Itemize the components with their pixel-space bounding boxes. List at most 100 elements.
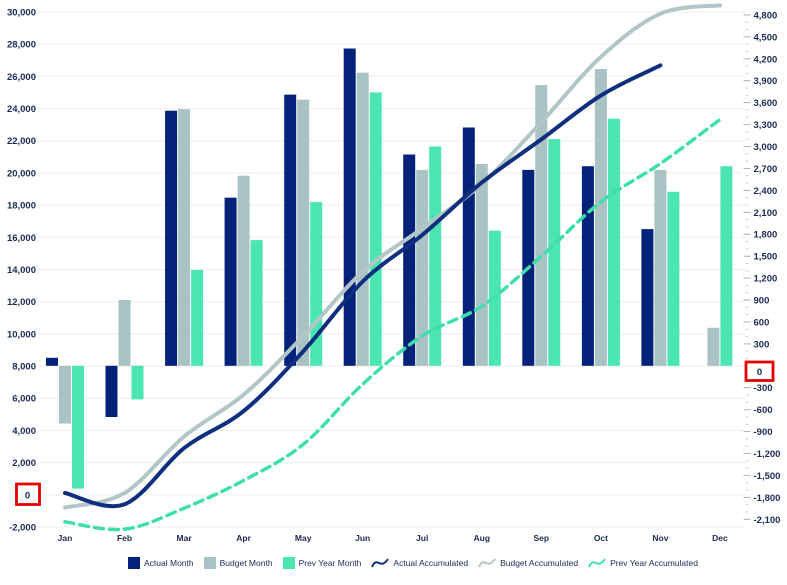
right-axis-tick-label: 4,200 bbox=[754, 54, 778, 65]
bar-budget-month-oct[interactable] bbox=[594, 69, 607, 366]
left-axis-tick-label: 12,000 bbox=[7, 297, 36, 308]
bar-prev-year-month-sep[interactable] bbox=[548, 139, 561, 366]
bar-prev-year-month-jun[interactable] bbox=[369, 92, 382, 366]
left-axis-tick-label: 26,000 bbox=[7, 72, 36, 83]
right-axis-zero-label: 0 bbox=[757, 367, 762, 378]
bar-prev-year-month-jan[interactable] bbox=[72, 365, 84, 489]
left-axis-tick-label: 20,000 bbox=[7, 168, 36, 179]
right-axis-tick-label: -1,500 bbox=[754, 471, 781, 482]
left-axis-zero-box bbox=[15, 482, 41, 506]
curve-line-icon bbox=[588, 558, 606, 568]
bar-actual-month-oct[interactable] bbox=[581, 166, 594, 366]
x-axis-month-label: Mar bbox=[177, 533, 193, 543]
bar-budget-month-apr[interactable] bbox=[237, 175, 250, 366]
right-axis-tick-label: 300 bbox=[754, 339, 770, 350]
left-axis-tick-label: -2,000 bbox=[9, 523, 36, 534]
left-axis-tick-label: 14,000 bbox=[7, 265, 36, 276]
x-axis-month-label: Jun bbox=[355, 533, 370, 543]
budget-month-swatch-icon bbox=[203, 557, 216, 569]
left-axis-tick-label: 24,000 bbox=[7, 104, 36, 115]
bar-actual-month-mar[interactable] bbox=[165, 110, 178, 366]
x-axis-month-label: Apr bbox=[236, 533, 251, 543]
right-axis-tick-label: 1,500 bbox=[754, 252, 778, 263]
bar-budget-month-sep[interactable] bbox=[535, 85, 548, 366]
bar-actual-month-jun[interactable] bbox=[343, 48, 356, 366]
right-axis-tick-label: 3,900 bbox=[754, 76, 778, 87]
chart-legend: Actual Month Budget Month Prev Year Mont… bbox=[128, 556, 698, 570]
x-axis-month-label: Feb bbox=[117, 533, 132, 543]
left-axis-tick-label: 22,000 bbox=[7, 136, 36, 147]
line-prev-year-accumulated[interactable] bbox=[63, 117, 722, 532]
line-budget-accumulated[interactable] bbox=[63, 3, 722, 510]
right-axis-tick-label: -2,100 bbox=[754, 515, 781, 526]
bar-prev-year-month-mar[interactable] bbox=[191, 270, 204, 366]
left-axis-tick-label: 6,000 bbox=[12, 394, 36, 405]
bar-budget-month-mar[interactable] bbox=[178, 109, 191, 366]
left-axis-tick-label: 30,000 bbox=[7, 8, 36, 19]
left-axis-tick-label: 10,000 bbox=[7, 329, 36, 340]
legend-label: Budget Accumulated bbox=[500, 558, 579, 568]
left-axis-tick-label: 8,000 bbox=[12, 362, 36, 373]
right-axis-tick-label: 1,800 bbox=[754, 230, 778, 241]
bar-budget-month-may[interactable] bbox=[297, 99, 310, 366]
right-axis-tick-label: 600 bbox=[754, 317, 770, 328]
bar-prev-year-month-oct[interactable] bbox=[607, 118, 620, 366]
bar-budget-month-jan[interactable] bbox=[59, 365, 71, 424]
right-axis-tick-label: 3,300 bbox=[754, 120, 778, 131]
right-axis-tick-label: 1,200 bbox=[754, 274, 778, 285]
actual-month-swatch-icon bbox=[128, 557, 140, 569]
x-axis-month-label: Aug bbox=[474, 533, 491, 543]
legend-item-prev-year-month[interactable]: Prev Year Month bbox=[282, 557, 362, 569]
left-axis-tick-label: 2,000 bbox=[12, 458, 36, 469]
bar-budget-month-jul[interactable] bbox=[416, 169, 429, 366]
bar-actual-month-nov[interactable] bbox=[641, 229, 654, 366]
x-axis-month-label: Jan bbox=[58, 533, 73, 543]
legend-item-actual-accumulated[interactable]: Actual Accumulated bbox=[371, 556, 468, 570]
right-axis-tick-label: -600 bbox=[754, 405, 773, 416]
legend-label: Prev Year Accumulated bbox=[610, 558, 698, 568]
line-actual-accumulated[interactable] bbox=[63, 63, 663, 509]
right-axis-tick-label: 2,700 bbox=[754, 164, 778, 175]
legend-label: Actual Month bbox=[144, 558, 194, 568]
legend-item-actual-month[interactable]: Actual Month bbox=[128, 557, 194, 569]
legend-label: Prev Year Month bbox=[298, 558, 362, 568]
bar-budget-month-aug[interactable] bbox=[475, 164, 488, 366]
x-axis-month-label: May bbox=[295, 533, 312, 543]
bar-budget-month-jun[interactable] bbox=[356, 72, 369, 366]
legend-item-prev-year-accumulated[interactable]: Prev Year Accumulated bbox=[588, 556, 698, 570]
x-axis-month-label: Oct bbox=[594, 533, 608, 543]
x-axis-month-label: Nov bbox=[652, 533, 668, 543]
bar-actual-month-jul[interactable] bbox=[403, 154, 416, 366]
right-axis-tick-label: -1,200 bbox=[754, 449, 781, 460]
bar-prev-year-month-nov[interactable] bbox=[667, 191, 680, 366]
bar-actual-month-feb[interactable] bbox=[105, 365, 118, 417]
legend-label: Actual Accumulated bbox=[393, 558, 469, 568]
legend-item-budget-accumulated[interactable]: Budget Accumulated bbox=[478, 556, 578, 570]
right-axis-tick-label: 3,600 bbox=[754, 98, 778, 109]
bar-actual-month-may[interactable] bbox=[284, 94, 297, 366]
bar-prev-year-month-jul[interactable] bbox=[429, 146, 442, 366]
right-axis-tick-label: 4,800 bbox=[754, 10, 778, 21]
bar-budget-month-feb[interactable] bbox=[118, 300, 131, 366]
right-axis-tick-label: 2,100 bbox=[754, 208, 778, 219]
right-axis-tick-label: -900 bbox=[754, 427, 773, 438]
bar-actual-month-jan[interactable] bbox=[46, 357, 58, 366]
bar-budget-month-dec[interactable] bbox=[707, 327, 720, 366]
bar-actual-month-aug[interactable] bbox=[462, 127, 475, 366]
left-axis-tick-label: 4,000 bbox=[12, 426, 36, 437]
right-axis-tick-label: -1,800 bbox=[754, 493, 781, 504]
x-axis-month-label: Sep bbox=[534, 533, 550, 543]
bar-actual-month-apr[interactable] bbox=[224, 197, 237, 366]
legend-item-budget-month[interactable]: Budget Month bbox=[203, 557, 273, 569]
bar-budget-month-nov[interactable] bbox=[654, 169, 667, 366]
x-axis-month-label: Jul bbox=[416, 533, 428, 543]
bar-prev-year-month-feb[interactable] bbox=[131, 365, 144, 400]
bar-prev-year-month-apr[interactable] bbox=[250, 240, 263, 366]
right-axis-zero-box bbox=[744, 360, 775, 382]
left-axis-tick-label: 18,000 bbox=[7, 201, 36, 212]
right-axis-tick-label: 2,400 bbox=[754, 186, 778, 197]
bar-prev-year-month-dec[interactable] bbox=[720, 166, 733, 366]
curve-line-icon bbox=[478, 558, 496, 568]
curve-line-icon bbox=[371, 558, 390, 568]
x-axis-month-label: Dec bbox=[712, 533, 728, 543]
